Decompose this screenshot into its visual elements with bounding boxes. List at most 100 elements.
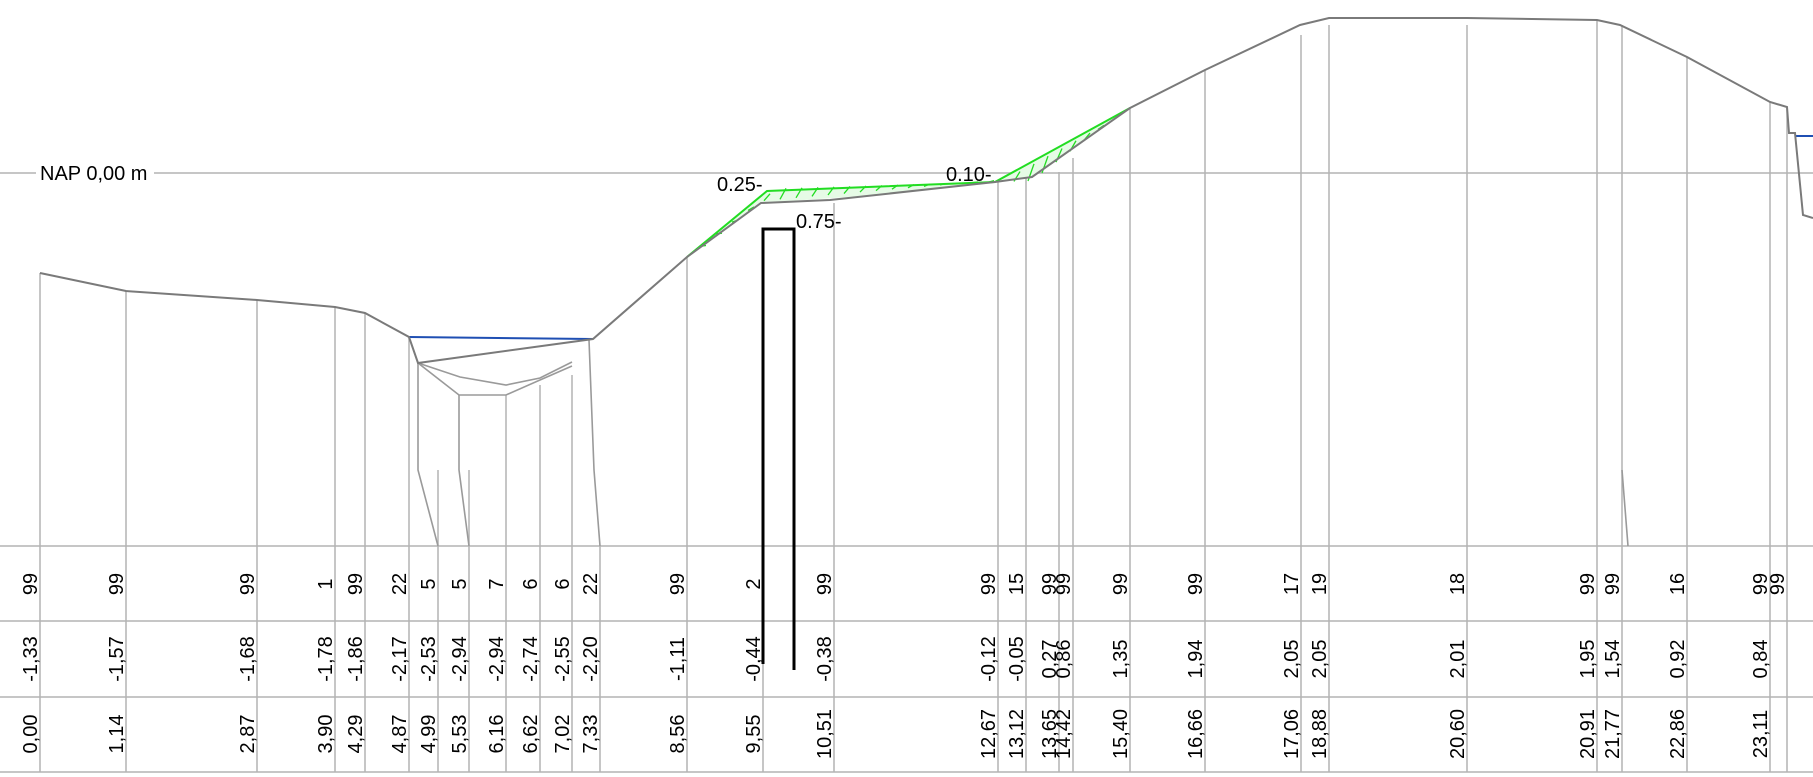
station-code: 5 [418,578,440,589]
station-distance: 1,14 [106,715,128,754]
station-distance: 7,02 [552,715,574,754]
station-height: -0,05 [1006,636,1028,682]
station-height: -2,55 [552,636,574,682]
station-distance: 0,00 [20,715,42,754]
station-distance: 12,67 [978,709,1000,759]
sheet-pile [761,227,796,670]
row-distances: 0,00 1,14 2,87 3,90 4,29 4,87 4,99 5,53 6,16 6,62… [20,709,1772,759]
station-code: 99 [106,573,128,595]
ground-line [39,17,1813,365]
water-level-line [408,336,594,340]
station-height: 0,27 [1039,640,1061,679]
station-height: 0,86 [1053,640,1075,679]
station-distance: 2,87 [237,715,259,754]
station-distance: 6,16 [486,715,508,754]
station-height: 1,54 [1602,640,1624,679]
station-height: -2,94 [486,636,508,682]
station-code: 2 [743,578,765,589]
station-distance: 8,56 [667,715,689,754]
station-height: -1,86 [345,636,367,682]
station-distance: 13,65 [1039,709,1061,759]
station-code: 99 [1577,573,1599,595]
station-distance: 10,51 [814,709,836,759]
table-grid [0,545,1813,773]
station-height: -1,11 [667,637,689,681]
station-code: 99 [345,573,367,595]
station-code: 99 [1767,573,1789,595]
station-code: 99 [1602,573,1624,595]
station-code: 99 [1053,573,1075,595]
station-code: 16 [1667,573,1689,595]
station-height: 1,94 [1185,640,1207,679]
row-heights: -1,33 -1,57 -1,68 -1,78 -1,86 -2,17 -2,53 -2,94… [20,636,1772,682]
station-height: -0,12 [978,636,1000,682]
station-distance: 21,77 [1602,709,1624,759]
station-code: 99 [1185,573,1207,595]
station-code: 18 [1447,573,1469,595]
station-height: 1,95 [1577,640,1599,679]
station-distance: 20,60 [1447,709,1469,759]
station-code: 99 [978,573,1000,595]
station-code: 19 [1309,573,1331,595]
station-height: -1,68 [237,636,259,682]
station-height: 2,01 [1447,640,1469,679]
station-distance: 13,12 [1006,709,1028,759]
annotation-sheet-pile: 0.75- [796,211,842,233]
station-height: 0,84 [1750,640,1772,679]
station-distance: 7,33 [580,715,602,754]
station-distance: 22,86 [1667,709,1689,759]
station-distance: 15,40 [1110,709,1132,759]
design-line [686,107,1131,258]
station-distance: 9,55 [743,715,765,754]
station-distance: 4,29 [345,715,367,754]
station-distance: 14,42 [1053,709,1075,759]
station-distance: 16,66 [1185,709,1207,759]
station-code: 99 [1750,573,1772,595]
station-distance: 3,90 [315,715,337,754]
station-distance: 4,99 [418,715,440,754]
station-height: -2,53 [418,636,440,682]
station-code: 99 [1039,573,1061,595]
station-code: 99 [20,573,42,595]
station-distance: 6,62 [520,715,542,754]
station-distance: 4,87 [389,715,411,754]
station-height: -0,38 [814,636,836,682]
station-code: 5 [449,578,471,589]
station-height: 2,05 [1281,640,1303,679]
station-code: 99 [237,573,259,595]
station-height: -0,44 [743,636,765,682]
station-height: -2,17 [389,636,411,682]
station-code: 17 [1281,573,1303,595]
station-code: 99 [814,573,836,595]
station-distance: 20,91 [1577,709,1599,759]
hatch-mark [763,193,771,202]
hatch-mark [747,206,755,212]
station-height: -2,20 [580,636,602,682]
channel-lines [417,339,1629,547]
station-code: 99 [1110,573,1132,595]
station-height: -2,94 [449,636,471,682]
station-lines [39,20,1788,772]
station-height: 0,92 [1667,640,1689,679]
station-code: 7 [486,578,508,589]
station-code: 22 [389,573,411,595]
station-code: 15 [1006,573,1028,595]
station-height: 2,05 [1309,640,1331,679]
station-distance: 17,06 [1281,709,1303,759]
station-code: 99 [667,573,689,595]
annotation-right-top: 0.10- [946,164,992,186]
station-distance: 23,11 [1750,710,1772,759]
station-height: -1,33 [20,636,42,682]
station-height: -1,78 [315,636,337,682]
station-distance: 18,88 [1309,709,1331,759]
station-code: 22 [580,573,602,595]
station-height: 1,35 [1110,640,1132,679]
station-height: -2,74 [520,636,542,682]
station-height: -1,57 [106,636,128,682]
station-code: 6 [552,578,574,589]
annotation-left-top: 0.25- [717,174,763,196]
station-distance: 5,53 [449,715,471,754]
reference-level-label: NAP 0,00 m [40,163,147,185]
